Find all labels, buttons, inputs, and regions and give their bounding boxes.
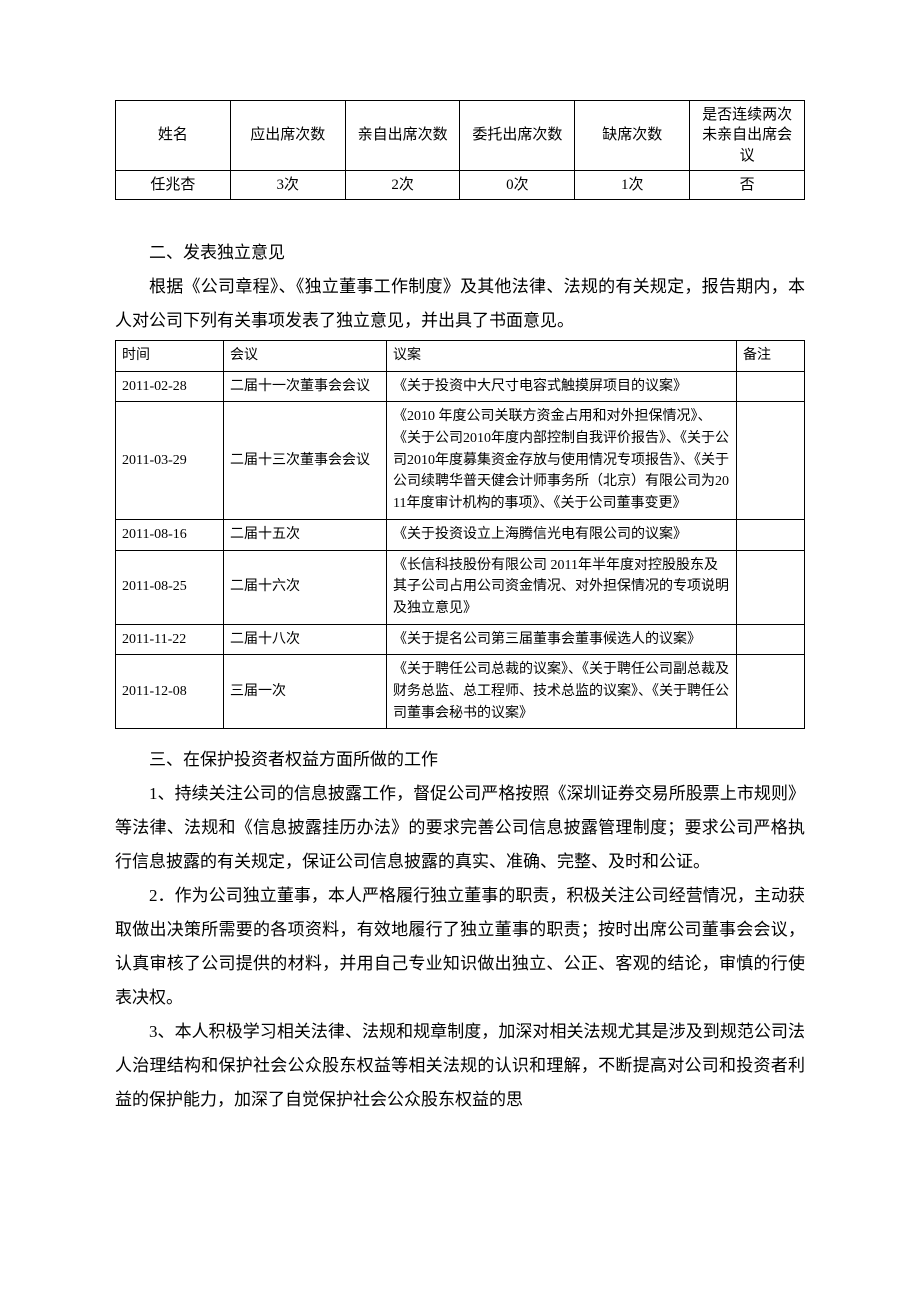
table-row: 任兆杏 3次 2次 0次 1次 否: [116, 170, 805, 199]
th-proposal: 议案: [387, 341, 737, 372]
cell-meeting: 二届十三次董事会会议: [224, 402, 387, 519]
section-3-p2: 2．作为公司独立董事，本人严格履行独立董事的职责，积极关注公司经营情况，主动获取…: [115, 879, 805, 1015]
th-should: 应出席次数: [230, 101, 345, 171]
cell-note: [737, 402, 805, 519]
cell-absent: 1次: [575, 170, 690, 199]
section-3-p3: 3、本人积极学习相关法律、法规和规章制度，加深对相关法规尤其是涉及到规范公司法人…: [115, 1015, 805, 1117]
cell-meeting: 二届十一次董事会会议: [224, 371, 387, 402]
table-row: 2011-12-08 三届一次 《关于聘任公司总裁的议案》、《关于聘任公司副总裁…: [116, 655, 805, 729]
table-row: 2011-03-29 二届十三次董事会会议 《2010 年度公司关联方资金占用和…: [116, 402, 805, 519]
cell-proposal: 《关于聘任公司总裁的议案》、《关于聘任公司副总裁及财务总监、总工程师、技术总监的…: [387, 655, 737, 729]
cell-proposal: 《关于投资中大尺寸电容式触摸屏项目的议案》: [387, 371, 737, 402]
cell-note: [737, 519, 805, 550]
table-row: 2011-11-22 二届十八次 《关于提名公司第三届董事会董事候选人的议案》: [116, 624, 805, 655]
table-row: 2011-02-28 二届十一次董事会会议 《关于投资中大尺寸电容式触摸屏项目的…: [116, 371, 805, 402]
section-3-p1: 1、持续关注公司的信息披露工作，督促公司严格按照《深圳证券交易所股票上市规则》等…: [115, 777, 805, 879]
cell-note: [737, 655, 805, 729]
spacer: [115, 729, 805, 743]
cell-note: [737, 371, 805, 402]
cell-time: 2011-12-08: [116, 655, 224, 729]
th-consecutive: 是否连续两次未亲自出席会议: [690, 101, 805, 171]
cell-should: 3次: [230, 170, 345, 199]
cell-meeting: 二届十六次: [224, 550, 387, 624]
cell-proposal: 《长信科技股份有限公司 2011年半年度对控股股东及其子公司占用公司资金情况、对…: [387, 550, 737, 624]
table-header-row: 姓名 应出席次数 亲自出席次数 委托出席次数 缺席次数 是否连续两次未亲自出席会…: [116, 101, 805, 171]
cell-note: [737, 624, 805, 655]
section-3-title: 三、在保护投资者权益方面所做的工作: [115, 743, 805, 777]
cell-proposal: 《2010 年度公司关联方资金占用和对外担保情况》、《关于公司2010年度内部控…: [387, 402, 737, 519]
th-absent: 缺席次数: [575, 101, 690, 171]
th-self: 亲自出席次数: [345, 101, 460, 171]
th-note: 备注: [737, 341, 805, 372]
cell-note: [737, 550, 805, 624]
section-2-title: 二、发表独立意见: [115, 236, 805, 270]
cell-name: 任兆杏: [116, 170, 231, 199]
cell-time: 2011-02-28: [116, 371, 224, 402]
th-meeting: 会议: [224, 341, 387, 372]
attendance-table: 姓名 应出席次数 亲自出席次数 委托出席次数 缺席次数 是否连续两次未亲自出席会…: [115, 100, 805, 200]
cell-proposal: 《关于提名公司第三届董事会董事候选人的议案》: [387, 624, 737, 655]
cell-self: 2次: [345, 170, 460, 199]
cell-proposal: 《关于投资设立上海腾信光电有限公司的议案》: [387, 519, 737, 550]
th-time: 时间: [116, 341, 224, 372]
table-header-row: 时间 会议 议案 备注: [116, 341, 805, 372]
table-row: 2011-08-16 二届十五次 《关于投资设立上海腾信光电有限公司的议案》: [116, 519, 805, 550]
cell-time: 2011-08-16: [116, 519, 224, 550]
cell-meeting: 二届十八次: [224, 624, 387, 655]
th-name: 姓名: [116, 101, 231, 171]
table-row: 2011-08-25 二届十六次 《长信科技股份有限公司 2011年半年度对控股…: [116, 550, 805, 624]
cell-meeting: 三届一次: [224, 655, 387, 729]
cell-time: 2011-03-29: [116, 402, 224, 519]
spacer: [115, 200, 805, 236]
cell-time: 2011-08-25: [116, 550, 224, 624]
cell-delegate: 0次: [460, 170, 575, 199]
cell-consecutive: 否: [690, 170, 805, 199]
document-page: 姓名 应出席次数 亲自出席次数 委托出席次数 缺席次数 是否连续两次未亲自出席会…: [0, 0, 920, 1301]
section-2-para: 根据《公司章程》、《独立董事工作制度》及其他法律、法规的有关规定，报告期内，本人…: [115, 270, 805, 338]
cell-time: 2011-11-22: [116, 624, 224, 655]
cell-meeting: 二届十五次: [224, 519, 387, 550]
opinions-table: 时间 会议 议案 备注 2011-02-28 二届十一次董事会会议 《关于投资中…: [115, 340, 805, 729]
th-delegate: 委托出席次数: [460, 101, 575, 171]
